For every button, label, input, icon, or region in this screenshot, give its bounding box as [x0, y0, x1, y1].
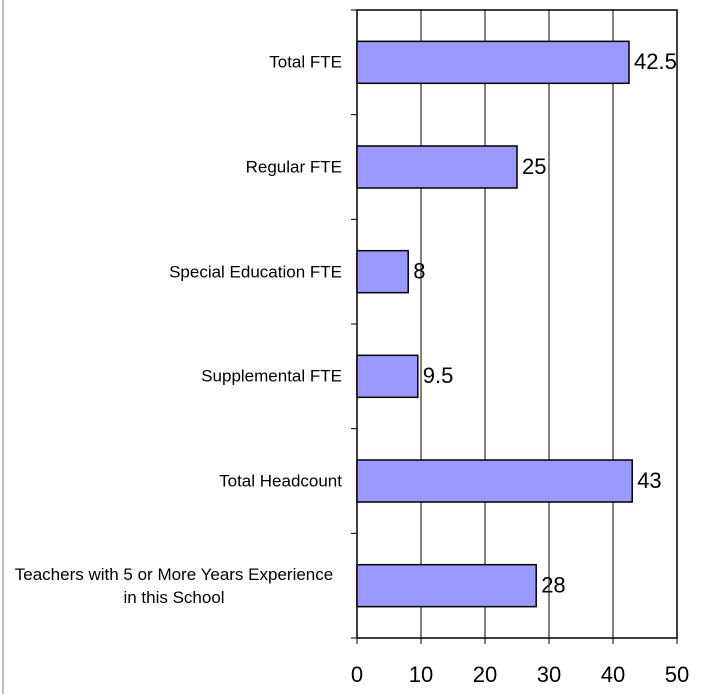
y-tick-label: Supplemental FTE — [201, 366, 342, 386]
bar — [356, 145, 518, 189]
data-label: 8 — [413, 258, 425, 283]
bar — [356, 40, 630, 85]
y-tick-label: Total FTE — [269, 52, 342, 72]
x-tick-label: 50 — [665, 662, 689, 687]
bar — [356, 563, 537, 608]
data-label: 25 — [522, 154, 546, 179]
data-label: 9.5 — [423, 363, 454, 388]
data-label: 28 — [541, 572, 565, 597]
bar — [356, 354, 419, 399]
x-tick-label: 40 — [601, 662, 625, 687]
bar — [356, 459, 633, 503]
x-tick-label: 20 — [473, 662, 497, 687]
data-label: 42.5 — [634, 49, 677, 74]
x-tick-label: 0 — [351, 662, 363, 687]
y-tick-label: Total Headcount — [219, 471, 342, 491]
y-tick-label: Teachers with 5 or More Years Experience… — [14, 564, 334, 607]
plot-border — [356, 9, 678, 639]
x-tick-label: 30 — [537, 662, 561, 687]
x-tick-label: 10 — [409, 662, 433, 687]
y-tick-label: Special Education FTE — [169, 262, 342, 282]
bar — [356, 249, 409, 294]
data-label: 43 — [637, 468, 661, 493]
y-tick-label: Regular FTE — [245, 157, 342, 177]
